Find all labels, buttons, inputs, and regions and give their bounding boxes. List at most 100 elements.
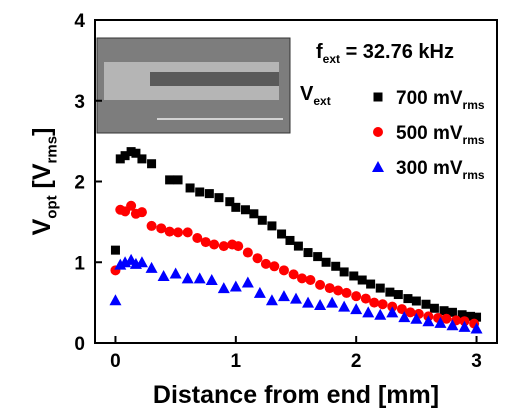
point	[240, 205, 250, 215]
subscript: ext	[313, 94, 330, 108]
point	[411, 296, 421, 306]
point	[115, 154, 125, 164]
point	[147, 159, 157, 169]
legend-subscript: rms	[463, 98, 485, 112]
point	[137, 154, 147, 164]
point	[205, 274, 218, 286]
point	[349, 271, 359, 281]
point	[362, 306, 375, 318]
point	[439, 306, 449, 316]
legend-name: 500 mV	[396, 123, 463, 144]
point	[267, 221, 277, 231]
point	[185, 183, 195, 193]
point	[393, 290, 403, 300]
point	[375, 283, 385, 293]
point	[136, 207, 147, 218]
point	[200, 237, 211, 248]
point	[135, 256, 148, 268]
point	[218, 241, 229, 252]
point	[231, 202, 241, 212]
subscript: opt	[43, 195, 60, 218]
point	[110, 245, 120, 255]
legend-name: 700 mV	[396, 88, 463, 109]
point	[233, 241, 244, 252]
point	[126, 147, 136, 157]
point	[181, 272, 194, 284]
point	[182, 227, 193, 238]
point	[257, 215, 267, 225]
legend-subscript: rms	[463, 133, 485, 147]
legend-label: 500 mVrms	[396, 123, 485, 147]
point	[398, 311, 411, 323]
point	[405, 307, 416, 318]
legend-label: 700 mVrms	[396, 88, 485, 112]
point	[265, 294, 278, 306]
point	[288, 269, 299, 280]
point	[225, 197, 235, 207]
point	[109, 294, 122, 306]
point	[277, 290, 290, 302]
point	[470, 322, 483, 334]
point	[145, 261, 158, 273]
point	[293, 241, 303, 251]
point	[314, 299, 327, 311]
y-tick-label: 3	[74, 92, 85, 113]
point	[410, 312, 423, 324]
text-part: V	[28, 218, 56, 235]
text-part: = 32.76 kHz	[340, 41, 454, 63]
point	[466, 311, 476, 321]
point	[360, 293, 371, 304]
y-tick-label: 0	[74, 334, 85, 355]
point	[214, 193, 224, 203]
point	[369, 297, 380, 308]
legend-marker	[373, 92, 383, 102]
point	[377, 299, 388, 310]
point	[165, 175, 175, 185]
text-part: ]	[28, 128, 56, 136]
point	[351, 291, 362, 302]
point	[131, 148, 141, 158]
point	[229, 280, 242, 292]
point	[252, 253, 263, 264]
point	[242, 247, 253, 258]
point	[446, 319, 459, 331]
point	[290, 292, 302, 304]
point	[253, 286, 266, 298]
point	[269, 261, 280, 272]
point	[333, 285, 344, 296]
point	[157, 269, 170, 281]
point	[249, 209, 259, 219]
x-tick-label: 3	[471, 351, 482, 372]
point	[447, 307, 457, 317]
point	[146, 220, 157, 231]
point	[434, 316, 447, 328]
point	[195, 187, 205, 197]
point	[303, 248, 313, 258]
point	[457, 310, 467, 320]
point	[173, 227, 184, 238]
point	[126, 200, 137, 211]
point	[209, 239, 220, 250]
inset-cantilever	[150, 72, 279, 86]
subscript: rms	[43, 136, 60, 164]
legend-label: 300 mVrms	[396, 158, 485, 182]
point	[341, 287, 352, 298]
x-tick-label: 0	[110, 351, 121, 372]
point	[338, 300, 351, 312]
legend-marker	[372, 161, 384, 172]
y-axis-label: Vopt [Vrms]	[28, 128, 60, 236]
point	[278, 265, 289, 276]
point	[164, 226, 175, 237]
point	[241, 276, 254, 288]
point	[385, 287, 395, 297]
point	[324, 283, 335, 294]
point	[302, 296, 315, 308]
point	[285, 235, 295, 245]
subscript: ext	[323, 52, 340, 66]
point	[472, 312, 482, 322]
point	[321, 257, 331, 267]
legend-marker	[373, 127, 383, 137]
point	[277, 229, 287, 239]
